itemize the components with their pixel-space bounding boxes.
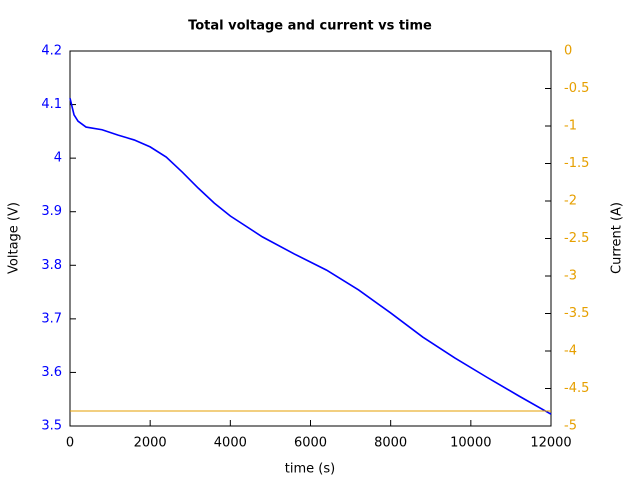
y-tick-label: 3.6 xyxy=(41,365,62,380)
plot-frame xyxy=(69,50,552,427)
y2-tick-label: 0 xyxy=(564,44,572,59)
y-tick-label: 4.2 xyxy=(41,44,62,59)
x-tick-label: 12000 xyxy=(530,436,571,451)
x-tick-label: 8000 xyxy=(374,436,407,451)
y-tick-label: 4.1 xyxy=(41,97,62,112)
y2-tick-label: -5 xyxy=(564,419,577,434)
y2-tick-label: -0.5 xyxy=(564,81,589,96)
x-axis-label: time (s) xyxy=(285,462,335,477)
series-line xyxy=(69,97,552,415)
y2-axis-label: Current (A) xyxy=(610,202,625,274)
x-tick-label: 4000 xyxy=(214,436,247,451)
y2-tick-label: -2.5 xyxy=(564,231,589,246)
y2-tick-label: -4 xyxy=(564,344,577,359)
y-axis-label: Voltage (V) xyxy=(7,202,22,274)
y2-tick-label: -1.5 xyxy=(564,156,589,171)
y-tick-label: 4 xyxy=(54,151,62,166)
y2-tick-label: -4.5 xyxy=(564,381,589,396)
y-tick-label: 3.5 xyxy=(41,419,62,434)
y2-tick-label: -2 xyxy=(564,194,577,209)
chart-title: Total voltage and current vs time xyxy=(188,19,432,34)
y-tick-label: 3.8 xyxy=(41,258,62,273)
x-tick-label: 2000 xyxy=(134,436,167,451)
y2-tick-label: -3.5 xyxy=(564,306,589,321)
x-tick-label: 0 xyxy=(66,436,74,451)
y-tick-label: 3.9 xyxy=(41,204,62,219)
y2-tick-label: -1 xyxy=(564,119,577,134)
y2-tick-label: -3 xyxy=(564,269,577,284)
x-tick-label: 10000 xyxy=(450,436,491,451)
y-tick-label: 3.7 xyxy=(41,311,62,326)
x-tick-label: 6000 xyxy=(294,436,327,451)
